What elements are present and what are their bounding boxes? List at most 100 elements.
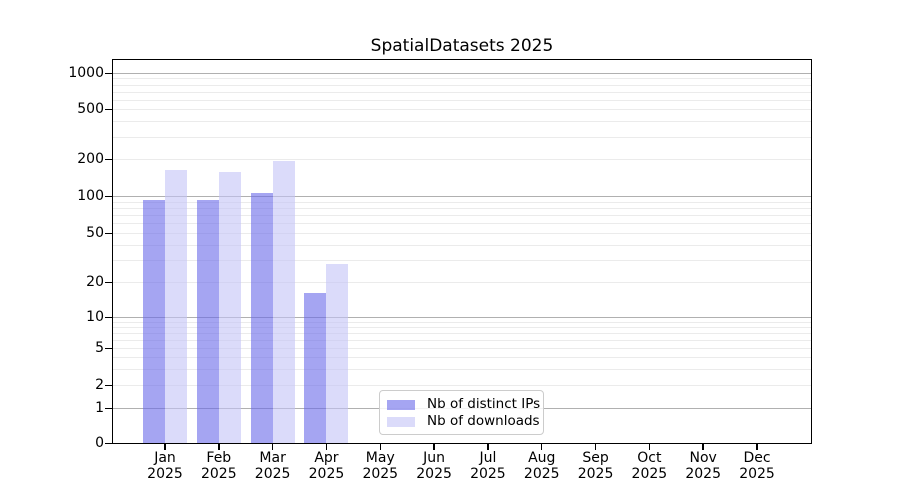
x-tick-mark-jun-2025 [433,444,435,450]
grid-line-minor-40 [113,244,811,246]
grid-line-minor-60 [113,223,811,225]
grid-line-minor-600 [113,99,811,101]
x-tick-year: 2025 [631,465,668,482]
y-tick-mark-1 [105,407,112,409]
y-tick-mark-0 [105,442,112,444]
y-tick-label-1: 1 [95,400,104,416]
grid-line-major-1000 [113,73,811,74]
x-tick-mark-dec-2025 [756,444,758,450]
grid-line-minor-4 [113,357,811,358]
grid-line-minor-9 [113,321,811,323]
y-tick-mark-100 [105,195,112,197]
x-tick-label-apr-2025: Apr 2025 [291,450,361,482]
y-tick-mark-2 [105,384,112,386]
bar-nb-of-downloads-apr-2025 [326,264,349,443]
x-tick-month: Nov [689,450,717,466]
x-tick-label-oct-2025: Oct 2025 [614,450,684,482]
x-tick-mark-may-2025 [379,444,382,450]
grid-line-minor-900 [113,78,811,80]
x-tick-month: Sep [582,450,609,466]
x-tick-label-nov-2025: Nov 2025 [668,450,738,482]
x-tick-label-may-2025: May 2025 [345,450,415,482]
x-tick-mark-aug-2025 [540,444,543,450]
x-tick-label-jul-2025: Jul 2025 [453,450,523,482]
x-tick-label-dec-2025: Dec 2025 [722,450,792,482]
bar-nb-of-downloads-feb-2025 [218,171,241,443]
x-tick-label-jun-2025: Jun 2025 [399,450,469,482]
y-tick-mark-200 [105,158,112,160]
bar-nb-of-distinct-ips-apr-2025 [304,293,327,443]
legend-label-nb-of-downloads: Nb of downloads [427,413,540,429]
bar-nb-of-downloads-jan-2025 [165,169,187,443]
x-tick-year: 2025 [523,465,560,482]
plot-area: Nb of distinct IPs Nb of downloads [112,59,812,444]
x-tick-mark-nov-2025 [702,444,704,450]
grid-line-major-10 [113,317,811,318]
x-tick-month: Oct [637,450,662,466]
x-tick-mark-mar-2025 [271,444,274,450]
x-tick-label-mar-2025: Mar 2025 [238,450,308,482]
x-tick-month: Dec [743,450,771,466]
x-tick-year: 2025 [362,465,399,482]
grid-line-minor-3 [113,368,811,370]
x-tick-year: 2025 [685,465,721,482]
x-tick-mark-jul-2025 [487,444,489,450]
x-tick-year: 2025 [416,465,452,482]
grid-line-minor-80 [113,207,811,209]
y-tick-label-500: 500 [77,101,104,117]
y-tick-label-1000: 1000 [68,65,104,81]
x-tick-year: 2025 [254,465,291,482]
x-tick-label-sep-2025: Sep 2025 [561,450,631,482]
x-tick-month: Feb [206,450,232,466]
y-tick-label-10: 10 [86,309,104,325]
x-tick-label-feb-2025: Feb 2025 [184,450,254,482]
chart-title: SpatialDatasets 2025 [370,36,554,56]
x-tick-mark-apr-2025 [325,444,328,450]
legend-swatch-nb-of-downloads [387,416,415,427]
grid-line-minor-700 [113,91,811,93]
x-tick-year: 2025 [147,465,183,482]
legend-entry-nb-of-downloads: Nb of downloads [387,413,540,430]
y-tick-mark-500 [105,108,112,110]
grid-line-minor-70 [113,215,811,217]
x-tick-month: Jan [154,450,176,466]
y-tick-mark-20 [105,281,112,283]
y-tick-mark-5 [105,347,112,349]
x-tick-mark-oct-2025 [648,444,651,450]
y-tick-label-0: 0 [95,435,104,451]
grid-line-minor-7 [113,332,811,334]
grid-line-minor-400 [113,121,811,123]
y-tick-label-100: 100 [77,188,104,204]
grid-line-minor-5 [113,348,811,349]
grid-line-minor-50 [113,233,811,234]
grid-line-minor-800 [113,84,811,86]
bar-nb-of-distinct-ips-jan-2025 [143,199,165,443]
grid-line-minor-300 [113,136,811,138]
grid-line-minor-6 [113,339,811,341]
x-tick-mark-feb-2025 [218,444,220,450]
x-tick-month: Aug [528,450,556,466]
legend-entry-nb-of-distinct-ips: Nb of distinct IPs [387,396,540,413]
x-tick-year: 2025 [470,465,506,482]
grid-line-minor-20 [113,282,811,283]
grid-line-minor-500 [113,109,811,110]
x-tick-label-aug-2025: Aug 2025 [507,450,577,482]
y-tick-label-50: 50 [86,225,104,241]
x-tick-month: Jul [479,450,497,466]
legend-label-nb-of-distinct-ips: Nb of distinct IPs [427,396,541,412]
x-tick-month: Jun [423,450,446,466]
x-tick-month: May [365,450,395,466]
x-tick-year: 2025 [577,465,614,482]
x-tick-mark-jan-2025 [164,444,166,450]
grid-line-minor-2 [113,385,811,386]
grid-line-major-100 [113,196,811,197]
bar-nb-of-distinct-ips-feb-2025 [196,199,219,443]
grid-line-minor-90 [113,201,811,203]
y-tick-mark-1000 [105,72,112,74]
x-tick-month: Apr [314,450,339,466]
y-tick-label-20: 20 [86,274,104,290]
grid-line-minor-8 [113,326,811,328]
grid-line-minor-200 [113,159,811,160]
y-tick-mark-50 [105,232,112,234]
